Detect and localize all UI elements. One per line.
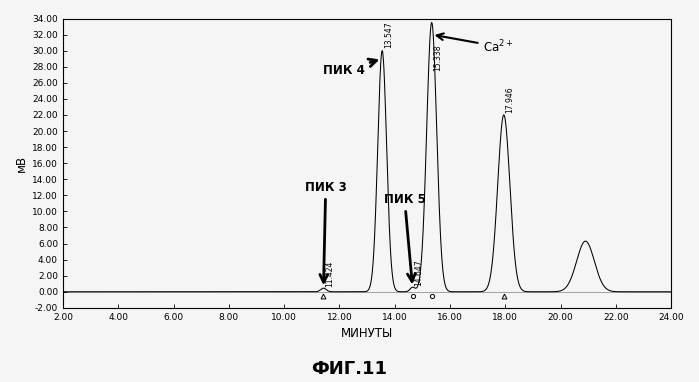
Text: ФИГ.11: ФИГ.11 [312, 360, 387, 378]
Text: 17.946: 17.946 [505, 86, 514, 113]
Text: ПИК 4: ПИК 4 [323, 59, 377, 77]
Text: 11.424: 11.424 [325, 261, 334, 287]
Text: 15.338: 15.338 [433, 44, 442, 71]
Text: ПИК 5: ПИК 5 [384, 193, 426, 282]
Text: ПИК 3: ПИК 3 [305, 181, 347, 282]
Text: 13.547: 13.547 [384, 22, 393, 48]
Text: Ca$^{2+}$: Ca$^{2+}$ [437, 33, 514, 55]
Text: 14.647: 14.647 [415, 259, 423, 286]
Y-axis label: мВ: мВ [15, 155, 28, 172]
X-axis label: МИНУТЫ: МИНУТЫ [341, 327, 393, 340]
